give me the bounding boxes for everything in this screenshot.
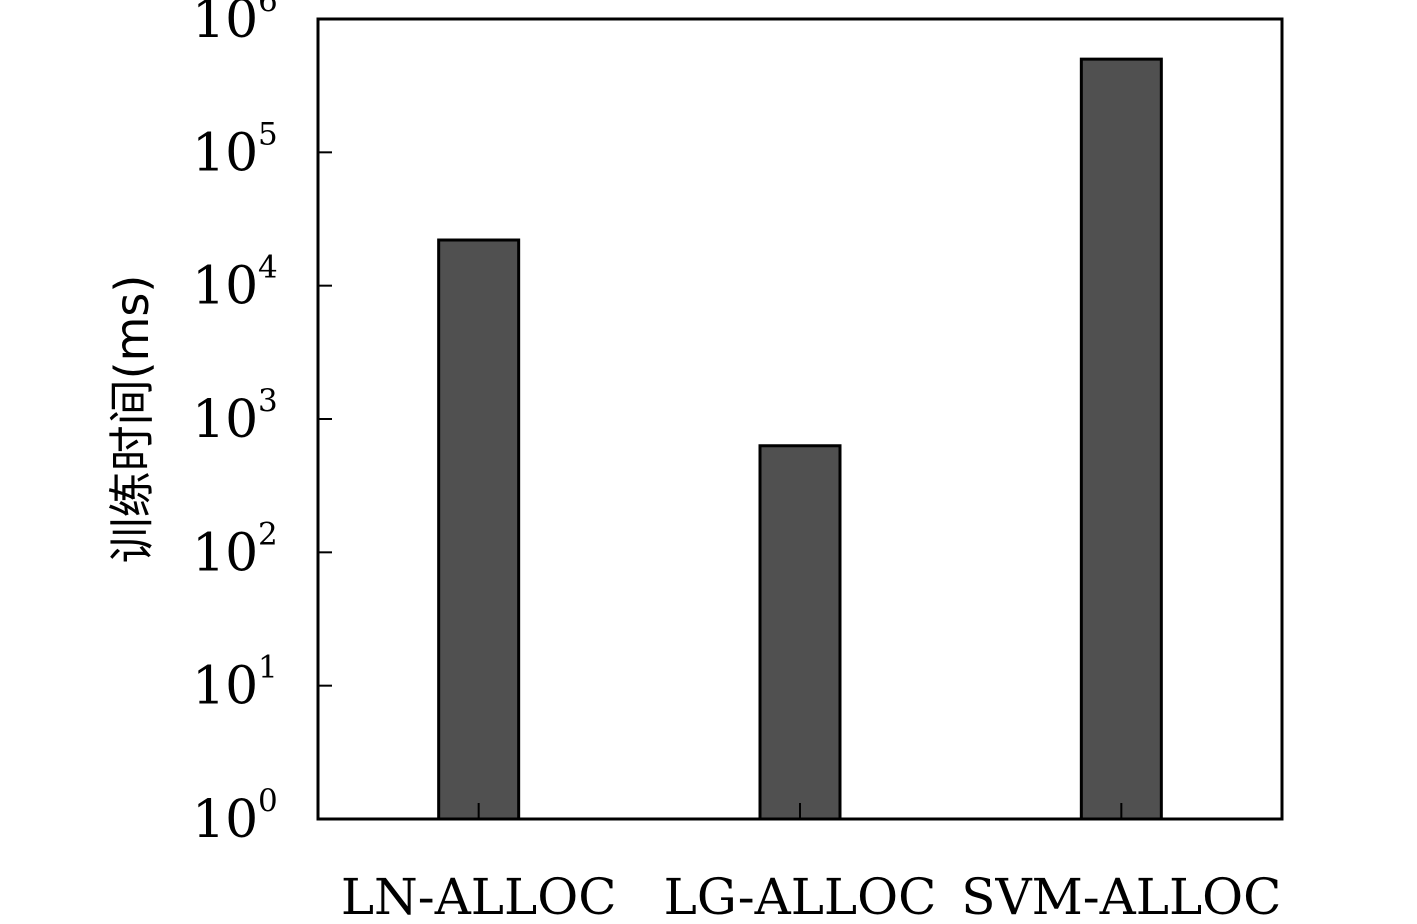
y-tick-label: 10 [192,0,258,50]
y-tick-label: 10 [192,790,258,850]
y-tick-label: 10 [192,123,258,183]
y-tick-exponent: 6 [258,0,278,19]
bar-ln-alloc [437,238,521,821]
bar-lg-alloc [758,444,842,821]
y-tick-exponent: 1 [258,650,278,686]
y-tick-exponent: 3 [258,383,278,419]
y-tick-label: 10 [192,657,258,717]
y-tick-label: 10 [192,257,258,317]
x-tick-label: LG-ALLOC [664,868,937,924]
y-tick-label: 10 [192,390,258,450]
bar-svm-alloc [1079,57,1163,821]
y-tick-exponent: 0 [258,783,278,819]
x-axis: LN-ALLOC LG-ALLOC SVM-ALLOC [341,803,1281,924]
y-tick-label: 10 [192,523,258,583]
y-tick-exponent: 4 [258,250,278,286]
y-tick-exponent: 2 [258,516,278,552]
y-axis-title: 训练时间(ms) [105,275,159,564]
bars-group [437,57,1163,821]
x-tick-label: LN-ALLOC [341,868,617,924]
y-tick-exponent: 5 [258,116,278,152]
x-tick-label: SVM-ALLOC [961,868,1281,924]
